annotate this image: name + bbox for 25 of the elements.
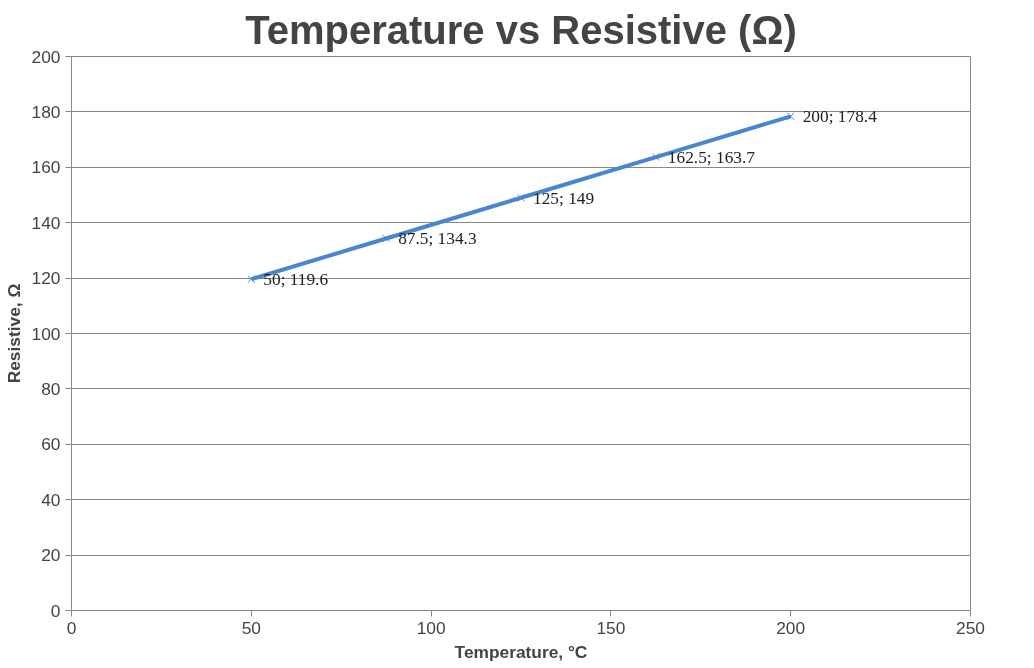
data-label: 200; 178.4 (802, 107, 878, 127)
x-tick-label: 50 (241, 617, 261, 638)
y-tick-label: 180 (31, 101, 61, 122)
x-tick-label: 150 (596, 617, 626, 638)
y-tick-label: 100 (31, 323, 61, 344)
x-tick-label: 100 (416, 617, 446, 638)
y-tick-label: 40 (41, 489, 61, 510)
x-tick-label: 0 (66, 617, 77, 638)
y-tick-label: 60 (41, 434, 61, 455)
y-axis-title: Resistive, Ω (3, 283, 24, 384)
x-tick-label: 200 (776, 617, 806, 638)
x-tick-label: 250 (956, 617, 985, 638)
y-tick-label: 80 (41, 378, 61, 399)
y-tick-label: 160 (31, 157, 61, 178)
y-tick-label: 200 (31, 46, 61, 67)
data-label: 125; 149 (533, 188, 595, 208)
data-label: 87.5; 134.3 (398, 229, 477, 249)
y-tick-label: 140 (31, 212, 61, 233)
chart-title: Temperature vs Resistive (Ω) (245, 7, 797, 52)
y-tick-label: 120 (31, 268, 61, 289)
data-label: 162.5; 163.7 (667, 148, 756, 168)
y-tick-label: 20 (41, 545, 61, 566)
y-tick-label: 0 (50, 600, 61, 621)
x-axis-title: Temperature, °C (454, 641, 588, 662)
data-label: 50; 119.6 (263, 270, 329, 290)
